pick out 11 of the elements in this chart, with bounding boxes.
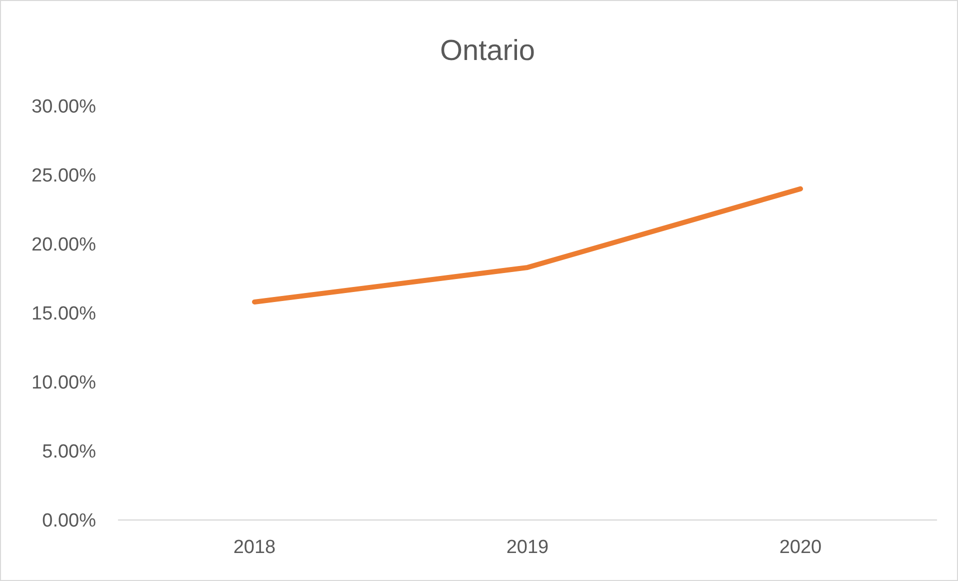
x-tick-label: 2020 [779, 537, 822, 558]
y-tick-label: 25.00% [32, 166, 96, 187]
x-tick-label: 2018 [233, 537, 276, 558]
x-tick-label: 2019 [506, 537, 549, 558]
y-tick-label: 10.00% [32, 372, 96, 394]
chart-title: Ontario [440, 35, 536, 67]
y-tick-label: 5.00% [42, 442, 96, 463]
y-tick-label: 30.00% [32, 96, 96, 118]
y-tick-label: 0.00% [42, 510, 96, 532]
y-tick-label: 20.00% [32, 234, 96, 256]
y-tick-label: 15.00% [32, 304, 96, 325]
